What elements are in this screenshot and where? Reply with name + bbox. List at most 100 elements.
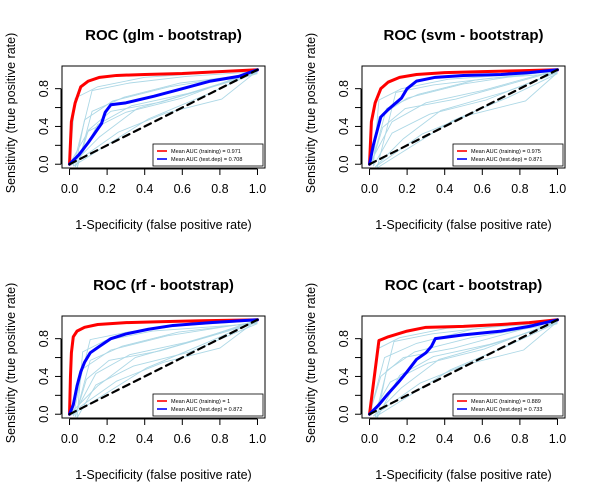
legend-label-training: Mean AUC (training) = 0.971: [171, 149, 241, 155]
plot-frame: [361, 65, 566, 169]
x-tick-label: 0.8: [511, 182, 528, 196]
legend-box: [452, 143, 564, 167]
diagonal-reference-line: [368, 68, 559, 166]
y-tick-label: 0.4: [337, 118, 351, 135]
bootstrap-curve: [376, 73, 558, 168]
y-tick-label: 0.4: [37, 118, 51, 135]
training-mean-curve: [68, 68, 259, 166]
y-tick-label: 0.0: [337, 155, 351, 172]
x-tick-label: 0.4: [136, 432, 153, 446]
y-tick-label: 0.8: [337, 330, 351, 347]
panel-title: ROC (rf - bootstrap): [93, 277, 234, 294]
y-axis-label: Sensitivity (true positive rate): [304, 283, 318, 443]
y-tick-label: 0.4: [337, 368, 351, 385]
x-tick-label: 0.2: [398, 182, 415, 196]
x-axis-label: 1-Specificity (false positive rate): [75, 468, 251, 482]
plot-frame: [61, 315, 266, 419]
bootstrap-curve: [74, 322, 258, 418]
legend-label-training: Mean AUC (training) = 1: [171, 399, 230, 405]
x-tick-label: 0.6: [474, 182, 491, 196]
x-tick-label: 0.0: [61, 432, 78, 446]
y-tick-label: 0.8: [37, 80, 51, 97]
x-tick-label: 0.2: [398, 432, 415, 446]
x-axis-label: 1-Specificity (false positive rate): [375, 468, 551, 482]
panel-title: ROC (svm - bootstrap): [383, 27, 543, 44]
y-tick-label: 0.0: [337, 405, 351, 422]
bootstrap-curve: [71, 70, 258, 166]
bootstrap-curve: [69, 319, 258, 415]
plot-area: [368, 68, 559, 168]
legend: Mean AUC (training) = 0.971 Mean AUC (tes…: [152, 143, 264, 167]
x-tick-label: 1.0: [249, 182, 266, 196]
plot-area: [368, 318, 559, 418]
test-mean-curve: [368, 68, 559, 166]
bootstrap-curve: [374, 322, 558, 418]
x-tick-label: 0.8: [211, 432, 228, 446]
bootstrap-curve: [372, 71, 558, 167]
x-tick-label: 1.0: [249, 432, 266, 446]
legend-box: [152, 143, 264, 167]
y-axis-label: Sensitivity (true positive rate): [304, 33, 318, 193]
x-tick-label: 0.4: [436, 432, 453, 446]
bootstrap-curve: [369, 69, 558, 165]
bootstrap-curve: [71, 320, 258, 416]
plot-frame: [361, 315, 566, 419]
roc-panel-1: ROC (glm - bootstrap) 0.0 0.2 0.4 0.6 0.8 1.0 0…: [4, 27, 266, 232]
training-mean-curve: [368, 68, 559, 166]
plot-area: [68, 68, 259, 168]
test-mean-curve: [368, 318, 559, 416]
bootstrap-curve: [72, 71, 258, 167]
y-axis-label: Sensitivity (true positive rate): [4, 283, 18, 443]
y-tick-label: 0.0: [37, 405, 51, 422]
diagonal-reference-line: [68, 68, 259, 166]
bootstrap-curve: [72, 321, 258, 417]
legend: Mean AUC (training) = 1 Mean AUC (test.de…: [152, 393, 264, 417]
bootstrap-curve: [369, 319, 558, 415]
legend-label-test: Mean AUC (test.dep) = 0.872: [171, 407, 242, 413]
roc-panel-4: ROC (cart - bootstrap) 0.0 0.2 0.4 0.6 0.8 1.0…: [304, 277, 566, 482]
y-tick-label: 0.4: [37, 368, 51, 385]
legend-label-test: Mean AUC (test.dep) = 0.708: [171, 157, 242, 163]
x-tick-label: 0.4: [436, 182, 453, 196]
panel-title: ROC (glm - bootstrap): [85, 27, 242, 44]
x-tick-label: 0.6: [474, 432, 491, 446]
x-tick-label: 1.0: [549, 432, 566, 446]
y-tick-label: 0.8: [337, 80, 351, 97]
test-mean-curve: [68, 318, 259, 416]
diagonal-reference-line: [368, 318, 559, 416]
bootstrap-curve: [376, 323, 558, 418]
y-axis-label: Sensitivity (true positive rate): [4, 33, 18, 193]
bootstrap-curve: [374, 72, 558, 168]
training-mean-curve: [68, 318, 259, 416]
bootstrap-curve: [74, 322, 258, 418]
y-tick-label: 0.0: [37, 155, 51, 172]
x-axis-label: 1-Specificity (false positive rate): [375, 218, 551, 232]
legend-label-training: Mean AUC (training) = 0.889: [471, 399, 541, 405]
x-tick-label: 0.0: [61, 182, 78, 196]
bootstrap-curve: [376, 73, 558, 168]
x-axis-label: 1-Specificity (false positive rate): [75, 218, 251, 232]
plot-area: [68, 318, 259, 418]
legend: Mean AUC (training) = 0.889 Mean AUC (tes…: [452, 393, 564, 417]
x-tick-label: 0.8: [511, 432, 528, 446]
panel-title: ROC (cart - bootstrap): [385, 277, 543, 294]
x-tick-label: 1.0: [549, 182, 566, 196]
x-tick-label: 0.2: [98, 182, 115, 196]
x-tick-label: 0.8: [211, 182, 228, 196]
x-tick-label: 0.6: [174, 182, 191, 196]
bootstrap-curve: [74, 72, 258, 168]
x-tick-label: 0.0: [361, 182, 378, 196]
legend-label-test: Mean AUC (test.dep) = 0.733: [471, 407, 542, 413]
roc-panel-3: ROC (rf - bootstrap) 0.0 0.2 0.4 0.6 0.8 1.0 0.…: [4, 277, 266, 482]
plot-frame: [61, 65, 266, 169]
legend-box: [452, 393, 564, 417]
test-mean-curve: [68, 68, 259, 166]
bootstrap-curve: [76, 73, 258, 168]
bootstrap-curve: [374, 322, 558, 418]
bootstrap-curve: [370, 70, 558, 166]
legend-label-test: Mean AUC (test.dep) = 0.871: [471, 157, 542, 163]
roc-panel-2: ROC (svm - bootstrap) 0.0 0.2 0.4 0.6 0.8 1.0 0…: [304, 27, 566, 232]
x-tick-label: 0.2: [98, 432, 115, 446]
x-tick-label: 0.4: [136, 182, 153, 196]
